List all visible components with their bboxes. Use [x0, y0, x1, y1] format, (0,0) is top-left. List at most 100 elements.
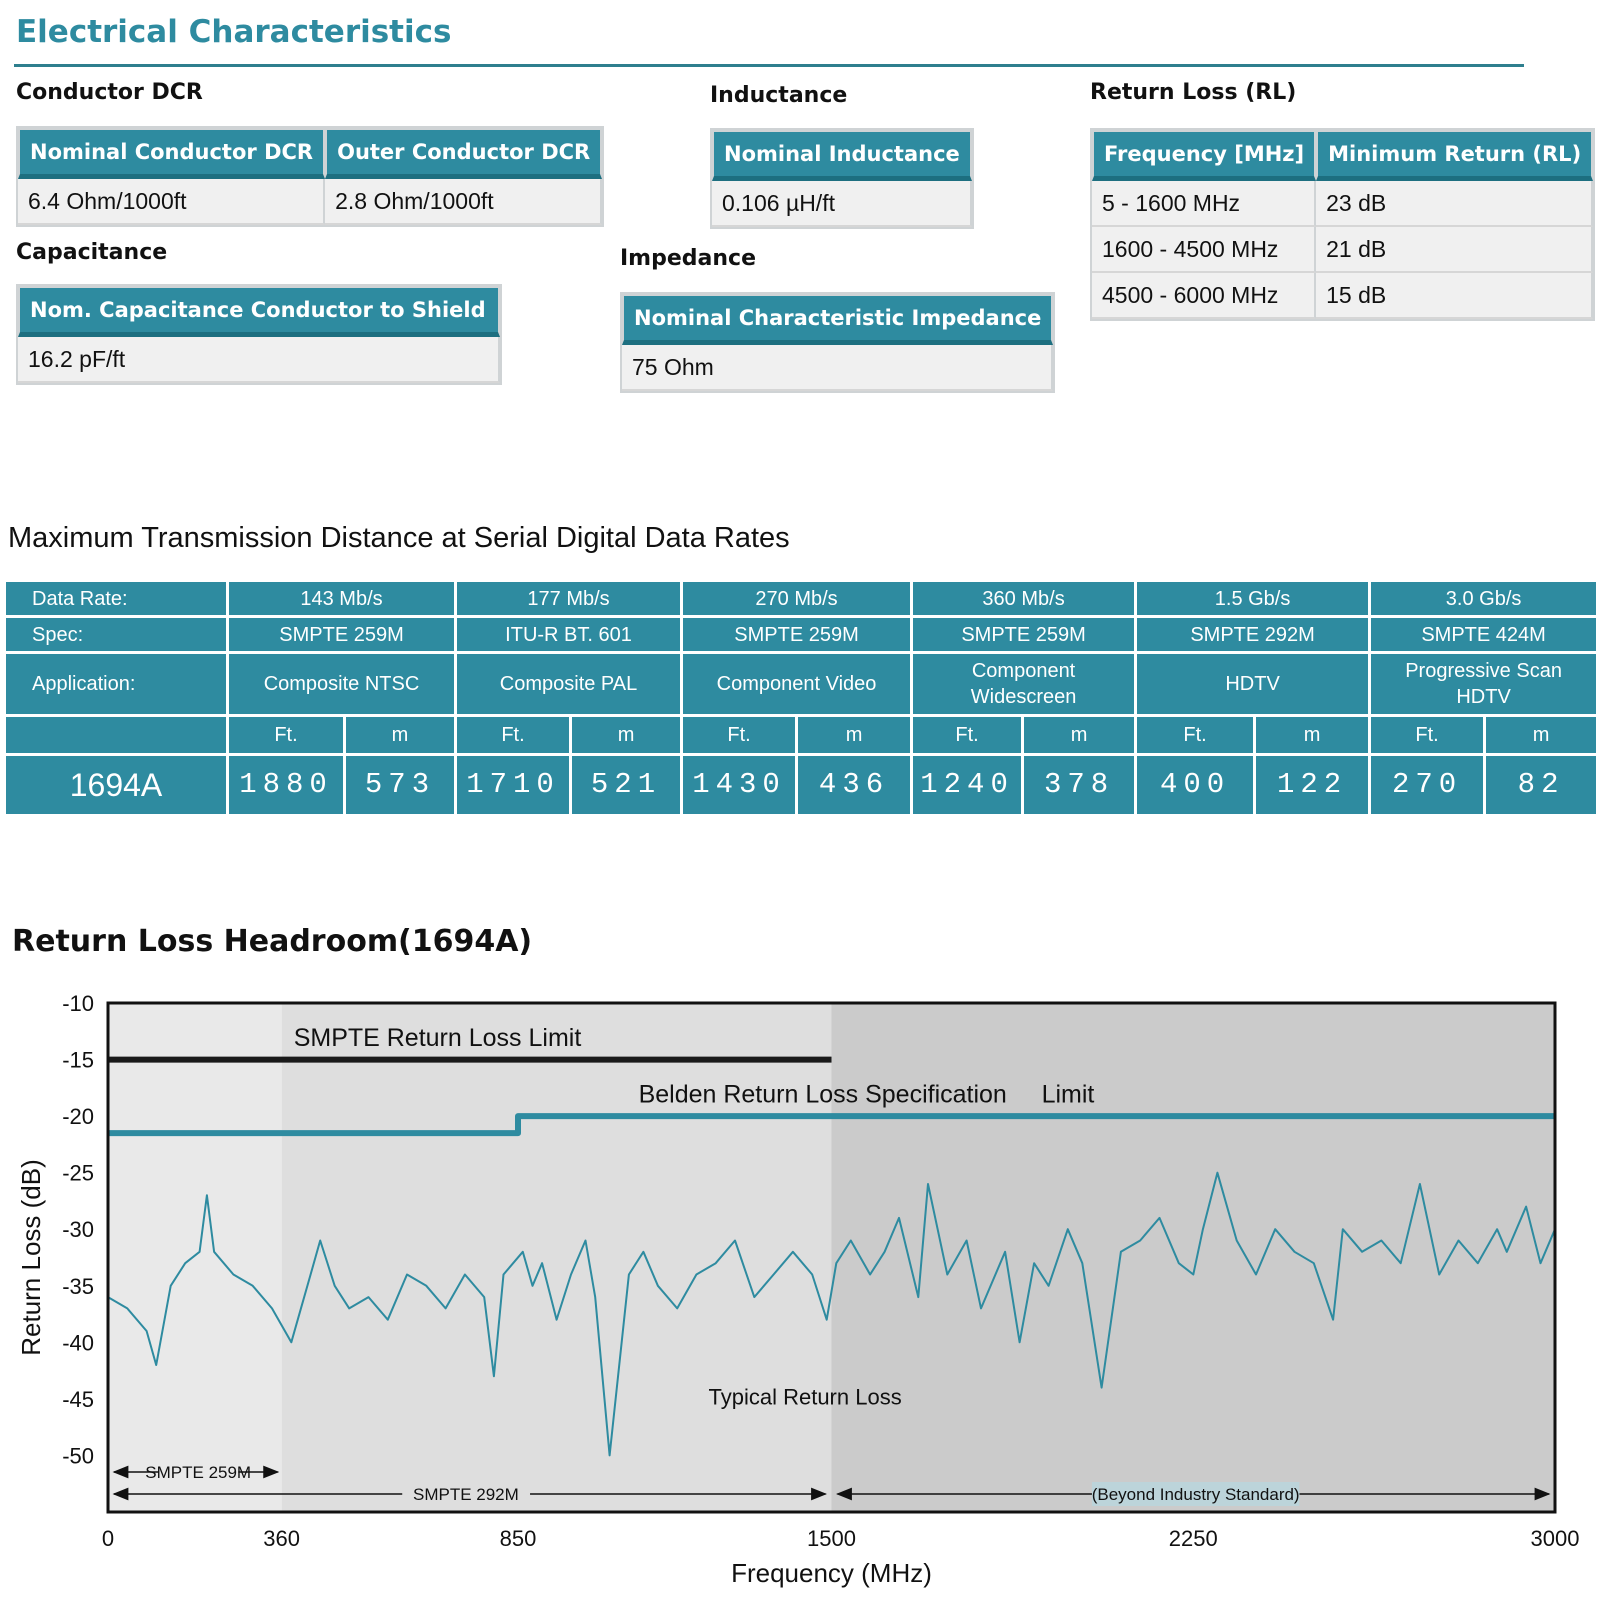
inductance-table: Nominal Inductance 0.106 µH/ft — [710, 128, 974, 229]
inductance-label: Inductance — [710, 83, 848, 108]
table-row: 1694A 1880 573 1710 521 1430 436 1240 37… — [6, 756, 1597, 814]
x-tick-label: 2250 — [1169, 1526, 1218, 1551]
return-loss-table: Frequency [MHz] Minimum Return (RL) 5 - … — [1090, 128, 1596, 321]
table-row: 4500 - 6000 MHz 15 dB — [1092, 273, 1594, 319]
x-tick-label: 850 — [500, 1526, 537, 1551]
y-tick-label: -25 — [62, 1161, 94, 1186]
table-cell: 16.2 pF/ft — [18, 337, 500, 383]
unit-m: m — [346, 717, 455, 753]
application-cell: HDTV — [1137, 654, 1369, 714]
table-cell: 0.106 µH/ft — [712, 181, 972, 227]
y-axis-label: Return Loss (dB) — [16, 1159, 46, 1356]
table-header: Minimum Return (RL) — [1316, 130, 1594, 181]
typical-return-loss-label: Typical Return Loss — [709, 1385, 902, 1410]
table-cell: 5 - 1600 MHz — [1092, 181, 1317, 227]
spec-cell: SMPTE 424M — [1371, 618, 1597, 651]
unit-ft: Ft. — [1137, 717, 1254, 753]
spec-cell: SMPTE 259M — [913, 618, 1135, 651]
application-cell: Composite PAL — [457, 654, 681, 714]
data-rate-cell: 360 Mb/s — [913, 582, 1135, 615]
y-tick-label: -20 — [62, 1104, 94, 1129]
unit-m: m — [1256, 717, 1369, 753]
empty-cell — [6, 717, 226, 753]
y-tick-label: -45 — [62, 1387, 94, 1412]
data-rate-cell: 177 Mb/s — [457, 582, 681, 615]
model-cell: 1694A — [6, 756, 226, 814]
data-rate-cell: 143 Mb/s — [229, 582, 455, 615]
distance-ft: 400 — [1137, 756, 1254, 814]
table-header: Nominal Characteristic Impedance — [622, 294, 1054, 345]
table-cell: 6.4 Ohm/1000ft — [18, 179, 326, 225]
distance-m: 436 — [798, 756, 911, 814]
row-label: Spec: — [6, 618, 226, 651]
table-header: Nominal Inductance — [712, 130, 972, 181]
table-row: Ft. m Ft. m Ft. m Ft. m Ft. m Ft. m — [6, 717, 1597, 753]
table-header: Nom. Capacitance Conductor to Shield — [18, 286, 500, 337]
unit-ft: Ft. — [913, 717, 1022, 753]
application-cell: Component Video — [683, 654, 911, 714]
range-label-smpte-259m: SMPTE 259M — [145, 1463, 251, 1482]
spec-cell: SMPTE 259M — [229, 618, 455, 651]
unit-m: m — [798, 717, 911, 753]
distance-m: 82 — [1486, 756, 1597, 814]
conductor-dcr-table: Nominal Conductor DCR Outer Conductor DC… — [16, 126, 605, 227]
distance-m: 521 — [572, 756, 681, 814]
belden-limit-label: Belden Return Loss Specification Limit — [639, 1081, 1095, 1109]
table-cell: 23 dB — [1316, 181, 1594, 227]
application-cell: Component Widescreen — [913, 654, 1135, 714]
conductor-dcr-label: Conductor DCR — [16, 80, 203, 105]
y-tick-label: -35 — [62, 1274, 94, 1299]
distance-ft: 1240 — [913, 756, 1022, 814]
unit-m: m — [1486, 717, 1597, 753]
table-cell: 75 Ohm — [622, 345, 1054, 391]
distance-m: 122 — [1256, 756, 1369, 814]
table-cell: 21 dB — [1316, 227, 1594, 273]
y-tick-label: -30 — [62, 1217, 94, 1242]
table-header: Nominal Conductor DCR — [18, 128, 326, 179]
unit-m: m — [1024, 717, 1135, 753]
row-label: Data Rate: — [6, 582, 226, 615]
application-cell: Composite NTSC — [229, 654, 455, 714]
capacitance-table: Nom. Capacitance Conductor to Shield 16.… — [16, 284, 502, 385]
unit-ft: Ft. — [1371, 717, 1484, 753]
chart-subtitle: (1694A) — [398, 924, 533, 959]
title-divider — [14, 64, 1524, 67]
table-row: Data Rate: 143 Mb/s 177 Mb/s 270 Mb/s 36… — [6, 582, 1597, 615]
unit-ft: Ft. — [683, 717, 796, 753]
distance-m: 573 — [346, 756, 455, 814]
plot-region-smpte-259m — [108, 1003, 282, 1512]
distance-ft: 1710 — [457, 756, 570, 814]
distance-m: 378 — [1024, 756, 1135, 814]
beyond-label-background — [1091, 1482, 1300, 1506]
y-tick-label: -15 — [62, 1048, 94, 1073]
x-tick-label: 360 — [263, 1526, 300, 1551]
transmission-table: Data Rate: 143 Mb/s 177 Mb/s 270 Mb/s 36… — [3, 579, 1599, 817]
row-label: Application: — [6, 654, 226, 714]
impedance-table: Nominal Characteristic Impedance 75 Ohm — [620, 292, 1056, 393]
table-cell: 15 dB — [1316, 273, 1594, 319]
transmission-title: Maximum Transmission Distance at Serial … — [8, 522, 790, 554]
typical-return-loss-line — [107, 1171, 1556, 1457]
return-loss-label: Return Loss (RL) — [1090, 80, 1297, 105]
capacitance-label: Capacitance — [16, 240, 168, 265]
data-rate-cell: 1.5 Gb/s — [1137, 582, 1369, 615]
table-cell: 1600 - 4500 MHz — [1092, 227, 1317, 273]
x-tick-label: 3000 — [1531, 1526, 1580, 1551]
unit-m: m — [572, 717, 681, 753]
unit-ft: Ft. — [457, 717, 570, 753]
spec-cell: ITU-R BT. 601 — [457, 618, 681, 651]
x-tick-label: 0 — [102, 1526, 114, 1551]
table-cell: 4500 - 6000 MHz — [1092, 273, 1317, 319]
impedance-label: Impedance — [620, 246, 756, 271]
plot-region-smpte-292m — [281, 1003, 832, 1512]
data-rate-cell: 270 Mb/s — [683, 582, 911, 615]
range-label-beyond-standard: (Beyond Industry Standard) — [1092, 1485, 1300, 1504]
chart-title: Return Loss Headroom — [12, 924, 399, 959]
spec-cell: SMPTE 259M — [683, 618, 911, 651]
belden-limit-line — [108, 1113, 1555, 1137]
y-tick-label: -10 — [62, 991, 94, 1016]
table-row: Spec: SMPTE 259M ITU-R BT. 601 SMPTE 259… — [6, 618, 1597, 651]
data-rate-cell: 3.0 Gb/s — [1371, 582, 1597, 615]
range-label-smpte-292m: SMPTE 292M — [413, 1485, 519, 1504]
